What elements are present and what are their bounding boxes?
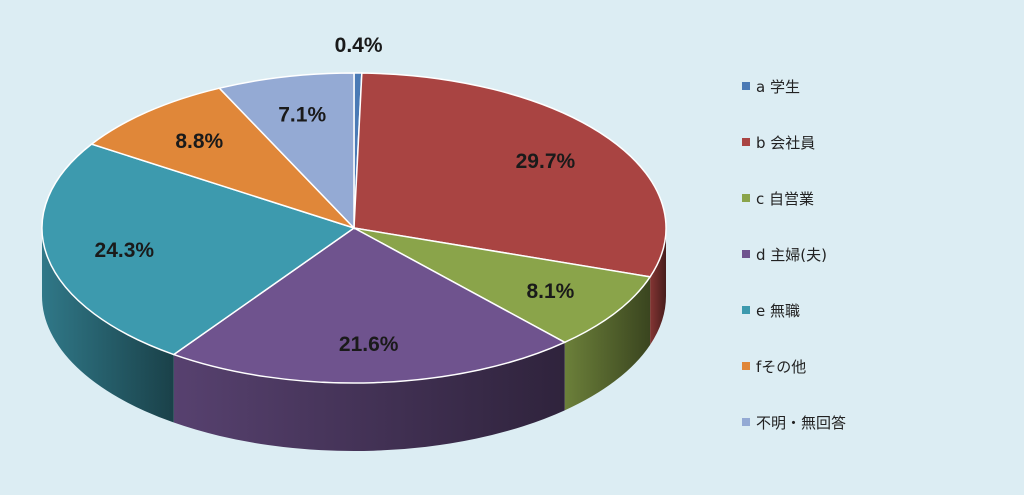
pie-side-4 <box>173 342 565 452</box>
pie-top-group <box>41 72 667 384</box>
legend-swatch <box>742 306 750 314</box>
legend-label: c 自営業 <box>756 189 815 208</box>
data-label-6: 8.8% <box>175 130 223 153</box>
legend-swatch <box>742 418 750 426</box>
legend-label: 不明・無回答 <box>756 413 847 432</box>
legend-swatch <box>742 362 750 370</box>
data-label-5: 24.3% <box>95 239 155 262</box>
chart-legend: a 学生 b 会社員 c 自営業 d 主婦(夫) e 無職 fその他不明・無回答 <box>742 58 1012 450</box>
legend-item-2: b 会社員 <box>742 114 1012 170</box>
legend-label: fその他 <box>756 357 807 376</box>
legend-item-7: 不明・無回答 <box>742 394 1012 450</box>
pie-slice-3 <box>353 227 652 344</box>
legend-label: d 主婦(夫) <box>756 245 827 264</box>
legend-label: e 無職 <box>756 301 800 320</box>
legend-item-5: e 無職 <box>742 282 1012 338</box>
legend-swatch <box>742 82 750 90</box>
pie-side-3 <box>564 276 651 411</box>
data-label-1: 0.4% <box>335 34 383 57</box>
legend-label: b 会社員 <box>756 133 816 152</box>
legend-swatch <box>742 194 750 202</box>
data-label-7: 7.1% <box>278 104 326 127</box>
legend-item-3: c 自営業 <box>742 170 1012 226</box>
legend-label: a 学生 <box>756 77 800 96</box>
pie-side-group <box>42 228 666 452</box>
pie-side-5 <box>42 228 174 423</box>
data-label-3: 8.1% <box>526 280 574 303</box>
legend-swatch <box>742 250 750 258</box>
pie-slice-7 <box>217 72 355 230</box>
data-label-2: 29.7% <box>516 150 576 173</box>
pie-slice-2 <box>353 72 667 278</box>
legend-swatch <box>742 138 750 146</box>
pie-slice-5 <box>41 143 356 356</box>
legend-item-1: a 学生 <box>742 58 1012 114</box>
pie-side-2 <box>650 228 666 345</box>
data-label-4: 21.6% <box>339 333 399 356</box>
pie-slice-4 <box>172 227 567 384</box>
legend-item-6: fその他 <box>742 338 1012 394</box>
legend-item-4: d 主婦(夫) <box>742 226 1012 282</box>
pie-slice-6 <box>90 87 355 229</box>
data-label-group: 0.4% 29.7% 8.1% 21.6% 24.3% 8.8% 7.1% <box>95 34 576 356</box>
